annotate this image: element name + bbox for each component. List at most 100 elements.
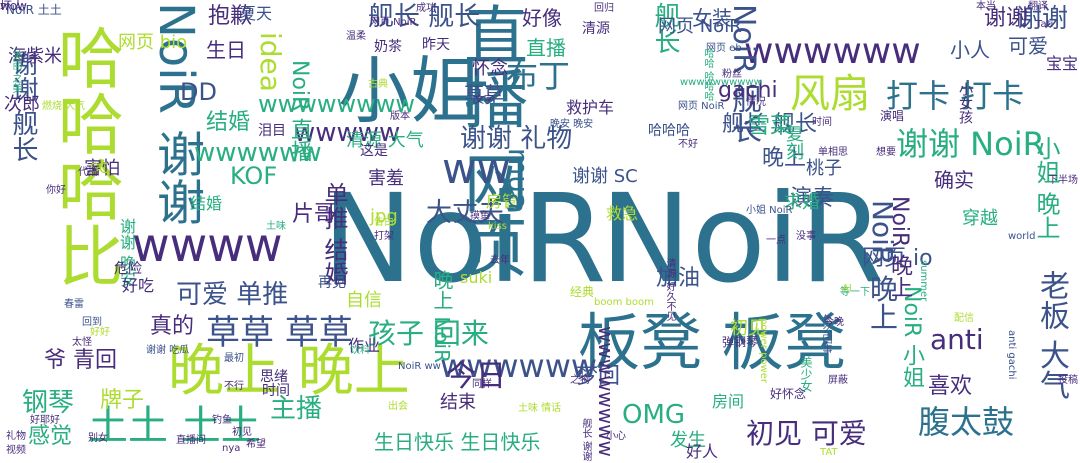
word-cloud-term: 喜欢 [928,374,973,399]
word-cloud-term: 打架 [374,231,394,242]
word-cloud-term: 时间 [812,117,832,128]
word-cloud-term: 网页 eb [706,43,742,54]
word-cloud-term: summer [918,260,929,302]
word-cloud-term: 视频 [6,445,26,456]
word-cloud-term: 害羞 [368,168,404,189]
word-cloud-term: 舰长 舰长 [368,2,481,32]
word-cloud-term: NoiR ww [398,361,441,372]
word-cloud-term: wwwwwwww [258,90,416,118]
word-cloud-term: 草草 草草 [206,313,353,353]
word-cloud-term: 舰长 谢谢 [580,417,591,461]
word-cloud-term: NoiR 谢谢 [148,2,204,226]
word-cloud-term: 谢谢 SC [572,166,638,187]
word-cloud-term: 小心 [606,431,626,442]
word-cloud-term: 直播 网页 [453,2,527,279]
word-cloud-term: 版本 [390,111,410,122]
word-cloud-term: 下半场 [1048,175,1078,186]
word-cloud-term: 晚上 NoiR [430,270,454,364]
word-cloud-term: 梦回 [576,364,621,389]
word-cloud-term: 今晚 [824,317,844,328]
word-cloud-term: 老板 大气 [1034,270,1069,400]
word-cloud-term: anti [930,323,984,356]
word-cloud-term: gachi [718,78,778,103]
word-cloud-term: 桃子 [806,158,842,179]
word-cloud-term: 确实 [934,168,974,192]
word-cloud-term: 弹钢琴 [722,335,759,349]
word-cloud-term: 大丈夫 [426,198,505,228]
word-cloud-term: NoiR 舰长 [726,4,761,144]
word-cloud-term: 自信 [346,290,382,311]
word-cloud-term: 昨天 [422,37,450,53]
word-cloud-term: NoiR 晚上 [887,196,912,299]
word-cloud-term: 发生 [670,430,706,451]
word-cloud-term: 一点 [766,235,786,246]
word-cloud-term: 谢谢 NoiR [896,125,1045,163]
word-cloud-term: 今日 [446,359,506,394]
word-cloud-term: 清源 好久不见 [664,258,675,322]
word-cloud-term: 片哥 [292,202,337,227]
word-cloud-term: 同样 [472,379,492,390]
word-cloud-term: 孩子 回来 [368,317,489,350]
word-cloud-term: 小人 [950,38,990,62]
word-cloud-term: 想要 [876,147,896,158]
word-cloud-term: power power [758,318,769,383]
word-cloud-term: 情况 [746,97,766,108]
word-cloud-term: 爷 青回 [44,348,117,373]
word-cloud-term: 翻译 [1028,1,1048,12]
word-cloud-term: 风扇 [790,71,870,117]
word-cloud-term: 之物 [570,375,590,386]
word-cloud-term: 真的 [150,314,195,339]
word-cloud-term: 好像 [522,6,562,30]
word-cloud-term: 哈哈 哈哈哈 [702,48,713,102]
word-cloud-term: kiss [488,221,507,232]
word-cloud-term: 舰长 [650,2,680,54]
word-cloud-term: 去年 [490,255,510,266]
word-cloud-term: wwwww [294,118,401,148]
word-cloud-term: KOF [230,162,278,190]
word-cloud-term: 温柔 [346,31,366,42]
word-cloud-term: world [1008,231,1036,242]
word-cloud-term: 救护车 [566,98,615,117]
word-cloud-term: 好耶好 [30,415,60,426]
word-cloud-term: NoiR 小姐 [899,286,924,389]
word-cloud-term: 屏蔽 [828,375,848,386]
word-cloud-term: 奶茶 [374,39,402,55]
word-cloud-term: 谢谢 [984,6,1029,31]
word-cloud-term: 草草 [464,82,504,106]
word-cloud-term: 演奏 [790,186,835,211]
word-cloud-term: 坏人 [0,0,25,13]
word-cloud-term: 加油 [656,266,701,291]
word-cloud-term: 晚上 [762,146,807,171]
word-cloud-term: SC [90,161,109,177]
word-cloud-term: 不行 [224,381,244,392]
word-cloud-term: 救急 [606,204,639,223]
word-cloud-term: 清源 大气 [346,130,424,151]
word-cloud-term: 美丽 之美 [10,50,21,94]
word-cloud-term: 晚安 晚安 [550,119,594,130]
word-cloud-term: 经典 [570,285,595,299]
word-cloud-term: 牌子 [100,388,145,413]
word-cloud-term: nya [222,443,241,454]
word-cloud-term: 小姐 [338,49,483,133]
word-cloud-term: 小姐 晚上 [1032,136,1060,240]
word-cloud-term: 这是 [360,143,388,159]
word-cloud-term: 网页 NoiR [678,101,725,112]
word-cloud-term: 成功 [416,3,436,14]
word-cloud-term: 结婚 [206,110,251,135]
word-cloud-term: 摸鱼 [470,211,490,222]
word-cloud-term: 生日快乐 生日快乐 [374,430,541,454]
word-cloud-term: NoiR 土土 [6,3,62,17]
word-cloud-term: 回归 [594,3,614,14]
word-cloud-term: 出会 [388,401,408,412]
word-cloud-term: 泪目 [258,123,286,139]
word-cloud-term: 作业 [348,336,381,355]
word-cloud-term: wwww [132,218,283,272]
word-cloud-term: 布丁 [506,57,571,95]
word-cloud-term: 感觉 [28,424,73,449]
word-cloud-term: 好怀念 [770,387,807,401]
word-cloud-term: 等一下 [840,287,870,298]
word-cloud-term: wwwwww [440,347,598,385]
word-cloud-term: wwwwwwww [594,326,618,457]
word-cloud-term: 可爱 [1008,34,1048,58]
word-cloud-term: 小女孩 [957,82,973,124]
